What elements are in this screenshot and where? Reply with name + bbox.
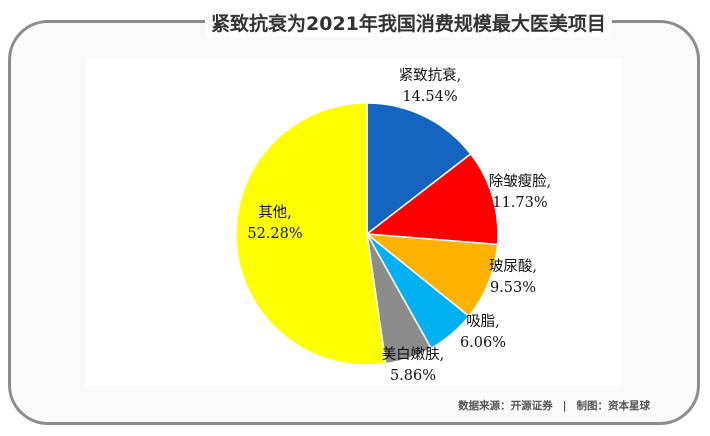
slice-label-2: 玻尿酸, xyxy=(489,258,537,275)
pie-chart: 紧致抗衰, 14.54% 除皱瘦脸, 11.73% 玻尿酸, 9.53% 吸脂, 6.06% 美… xyxy=(235,67,552,384)
maker-note: 制图：资本星球 xyxy=(576,400,651,412)
footer-separator: | xyxy=(562,400,567,412)
pie-slice-0 xyxy=(366,102,472,236)
source-note: 数据来源：开源证券 xyxy=(458,400,553,412)
slice-label-0: 紧致抗衰, xyxy=(399,67,462,84)
slice-label-1: 除皱瘦脸, xyxy=(489,173,552,190)
slice-value-4: 5.86% xyxy=(390,368,436,384)
pie-slice-1 xyxy=(365,152,499,246)
chart-title: 紧致抗衰为2021年我国消费规模最大医美项目 xyxy=(211,12,606,35)
title-banner: 紧致抗衰为2021年我国消费规模最大医美项目 xyxy=(205,7,612,37)
slice-label-5: 其他, xyxy=(258,204,292,221)
pie-slice-5 xyxy=(235,102,387,366)
chart-panel: 紧致抗衰, 14.54% 除皱瘦脸, 11.73% 玻尿酸, 9.53% 吸脂, 6.06% 美… xyxy=(85,58,622,386)
slice-value-5: 52.28% xyxy=(247,226,302,242)
slice-label-3: 吸脂, xyxy=(466,313,500,330)
slice-label-4: 美白嫩肤, xyxy=(382,346,445,363)
slice-value-2: 9.53% xyxy=(490,280,536,296)
slice-value-1: 11.73% xyxy=(492,195,547,211)
pie-slice-2 xyxy=(364,233,499,318)
footer: 数据来源：开源证券 | 制图：资本星球 xyxy=(458,398,650,413)
slice-value-0: 14.54% xyxy=(402,89,457,105)
slice-value-3: 6.06% xyxy=(460,335,506,351)
